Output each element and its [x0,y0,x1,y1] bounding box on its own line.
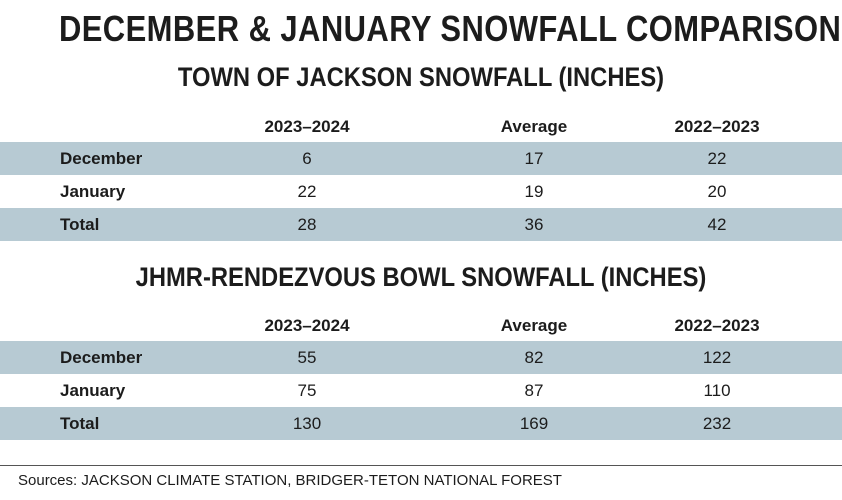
table-row: Total 28 36 42 [0,208,842,241]
column-header: 2023–2024 [264,117,350,136]
row-label: January [60,381,126,400]
row-label: Total [60,414,100,433]
table-cell: 82 [524,348,544,367]
table-row: January 22 19 20 [0,175,842,208]
table-2-header: 2023–2024 Average 2022–2023 [0,311,842,341]
table-cell: 6 [302,149,312,168]
table-cell: 169 [519,414,549,433]
table-2: 2023–2024 Average 2022–2023 December 55 … [0,311,842,440]
table-cell: 20 [707,182,727,201]
row-label: December [60,149,143,168]
table-cell: 19 [524,182,544,201]
column-header: Average [500,316,568,335]
table-cell: 110 [703,381,731,400]
table-cell: 22 [297,182,317,201]
table-1-header: 2023–2024 Average 2022–2023 [0,112,842,142]
table-cell: 122 [702,348,732,367]
table-cell: 36 [524,215,544,234]
table-cell: 130 [292,414,322,433]
column-header: 2023–2024 [264,316,350,335]
table-cell: 55 [297,348,317,367]
table-row: December 6 17 22 [0,142,842,175]
table-1-title: TOWN OF JACKSON SNOWFALL (INCHES) [177,62,665,92]
table-row: December 55 82 122 [0,341,842,374]
table-cell: 28 [297,215,317,234]
table-cell: 75 [297,381,317,400]
row-label: Total [60,215,100,234]
main-title: DECEMBER & JANUARY SNOWFALL COMPARISON [58,8,842,49]
table-2-title: JHMR-RENDEZVOUS BOWL SNOWFALL (INCHES) [135,262,707,292]
row-label: January [60,182,126,201]
table-cell: 22 [707,149,727,168]
column-header: Average [500,117,568,136]
table-cell: 232 [702,414,732,433]
source-note: Sources: JACKSON CLIMATE STATION, BRIDGE… [18,472,562,489]
table-cell: 87 [524,381,544,400]
table-row: January 75 87 110 [0,374,842,407]
table-cell: 17 [524,149,544,168]
column-header: 2022–2023 [674,117,760,136]
table-cell: 42 [707,215,727,234]
column-header: 2022–2023 [674,316,760,335]
table-1: 2023–2024 Average 2022–2023 December 6 1… [0,112,842,241]
table-row: Total 130 169 232 [0,407,842,440]
footer-divider [0,465,842,466]
row-label: December [60,348,143,367]
